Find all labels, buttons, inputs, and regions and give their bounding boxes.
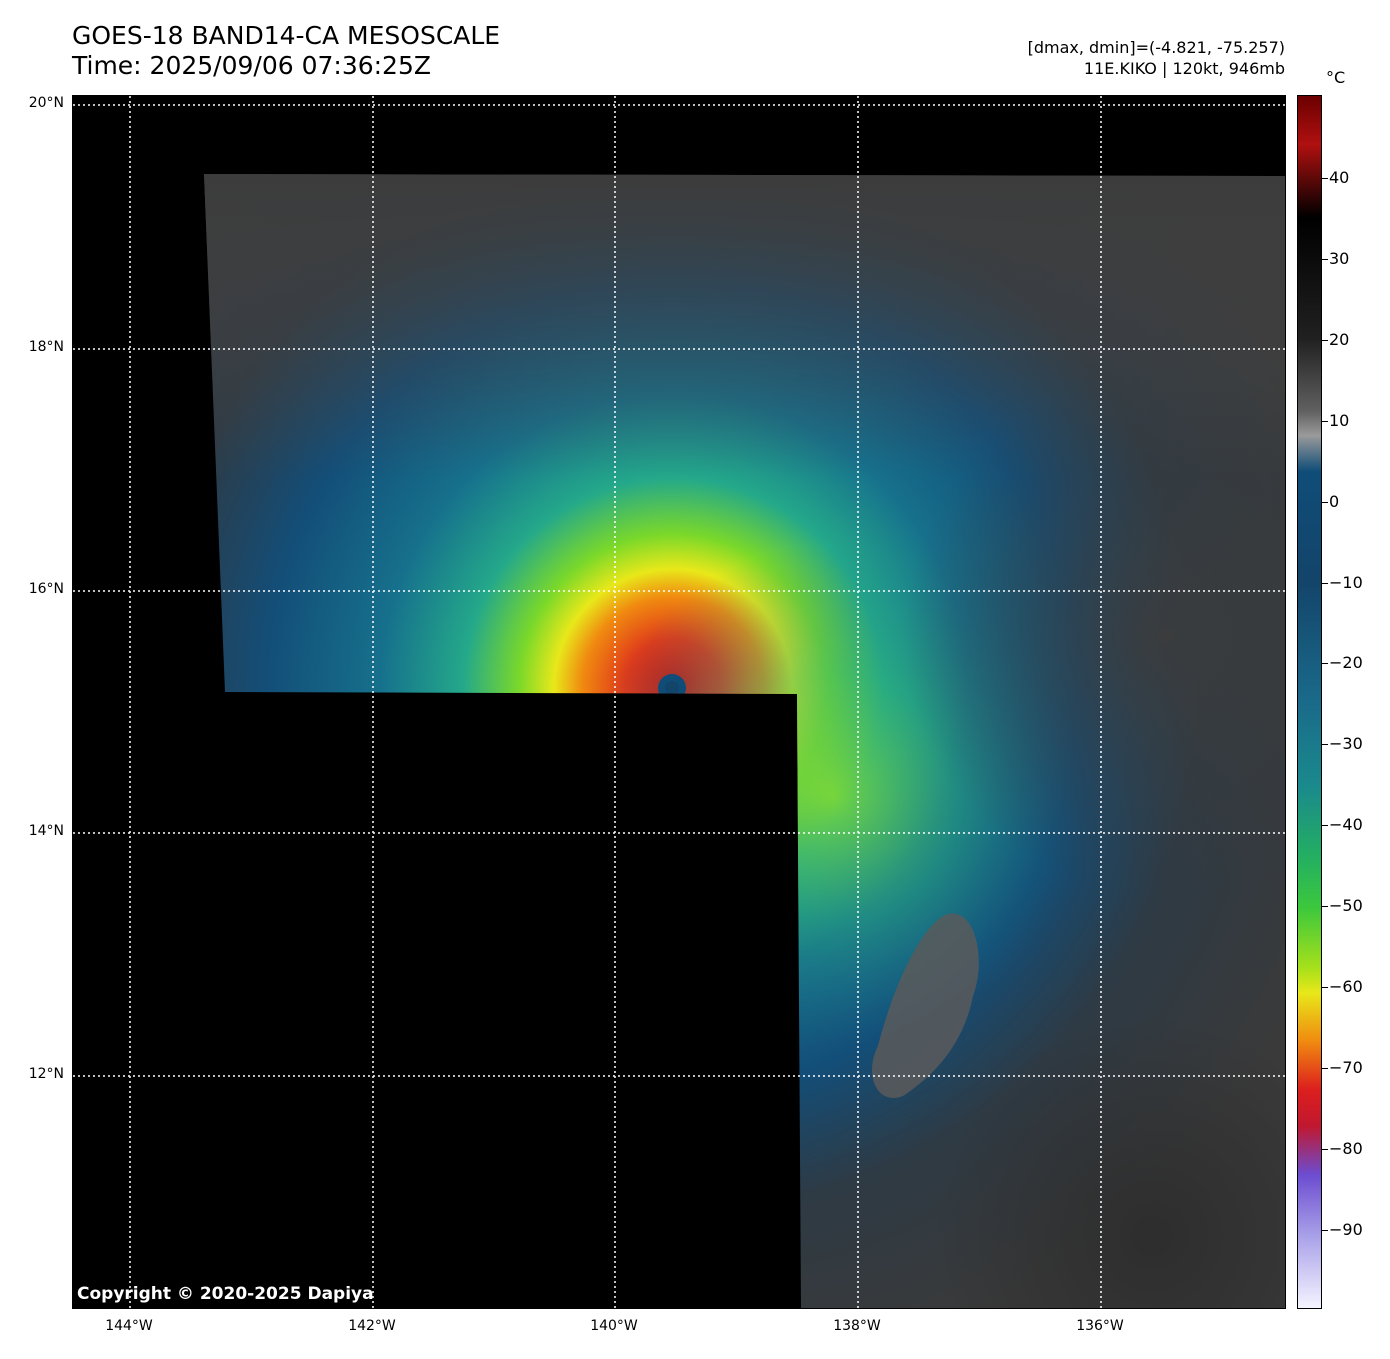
- colorbar-unit: °C: [1326, 68, 1346, 87]
- colorbar-tick-label: 40: [1329, 168, 1350, 187]
- colorbar-tick-label: −90: [1329, 1219, 1363, 1239]
- colorbar-tick-label: −20: [1329, 653, 1363, 673]
- colorbar-tick-label: −50: [1329, 896, 1363, 916]
- lat-label-20n: 20°N: [28, 95, 64, 111]
- colorbar-tick: [1322, 1229, 1328, 1231]
- colorbar-tick-label: −30: [1329, 734, 1363, 754]
- satellite-imagery: [73, 96, 1285, 1308]
- lon-label-144w: 144°W: [105, 1318, 153, 1334]
- colorbar-tick: [1322, 1148, 1328, 1150]
- colorbar-tick: [1322, 1067, 1328, 1069]
- colorbar-tick: [1322, 906, 1328, 908]
- colorbar-tick-label: 30: [1329, 248, 1350, 268]
- colorbar-tick: [1322, 663, 1328, 665]
- lon-label-140w: 140°W: [590, 1318, 638, 1334]
- timestamp-title: Time: 2025/09/06 07:36:25Z: [72, 51, 431, 80]
- colorbar-tick-label: −70: [1329, 1057, 1363, 1077]
- satellite-map: [72, 95, 1286, 1309]
- lat-label-16n: 16°N: [28, 581, 64, 597]
- colorbar-tick: [1322, 825, 1328, 827]
- colorbar-tick: [1322, 987, 1328, 988]
- lat-label-18n: 18°N: [28, 339, 64, 355]
- colorbar-tick: [1322, 258, 1328, 260]
- colorbar-tick-label: 10: [1329, 410, 1350, 430]
- copyright-text: Copyright © 2020-2025 Dapiya: [77, 1284, 374, 1304]
- colorbar-tick-label: −40: [1329, 815, 1363, 835]
- lon-label-142w: 142°W: [348, 1318, 396, 1334]
- colorbar-tick-label: −80: [1329, 1138, 1363, 1158]
- range-label: [dmax, dmin]=(-4.821, -75.257): [1027, 38, 1285, 57]
- colorbar-tick-label: −10: [1329, 572, 1363, 592]
- colorbar: [1297, 95, 1322, 1309]
- colorbar-tick: [1322, 178, 1328, 179]
- colorbar-tick: [1322, 744, 1328, 746]
- lon-label-136w: 136°W: [1076, 1318, 1124, 1334]
- colorbar-tick: [1322, 582, 1328, 584]
- lon-label-138w: 138°W: [833, 1318, 881, 1334]
- colorbar-tick: [1322, 501, 1328, 503]
- lat-label-14n: 14°N: [28, 823, 64, 839]
- colorbar-tick-label: 0: [1329, 491, 1340, 511]
- colorbar-tick-label: 20: [1329, 329, 1350, 349]
- colorbar-tick: [1322, 420, 1328, 422]
- lat-label-12n: 12°N: [28, 1066, 64, 1082]
- colorbar-tick: [1322, 339, 1328, 341]
- chart-title: GOES-18 BAND14-CA MESOSCALE: [72, 21, 501, 50]
- storm-label: 11E.KIKO | 120kt, 946mb: [1083, 59, 1285, 78]
- colorbar-tick-label: −60: [1329, 977, 1363, 996]
